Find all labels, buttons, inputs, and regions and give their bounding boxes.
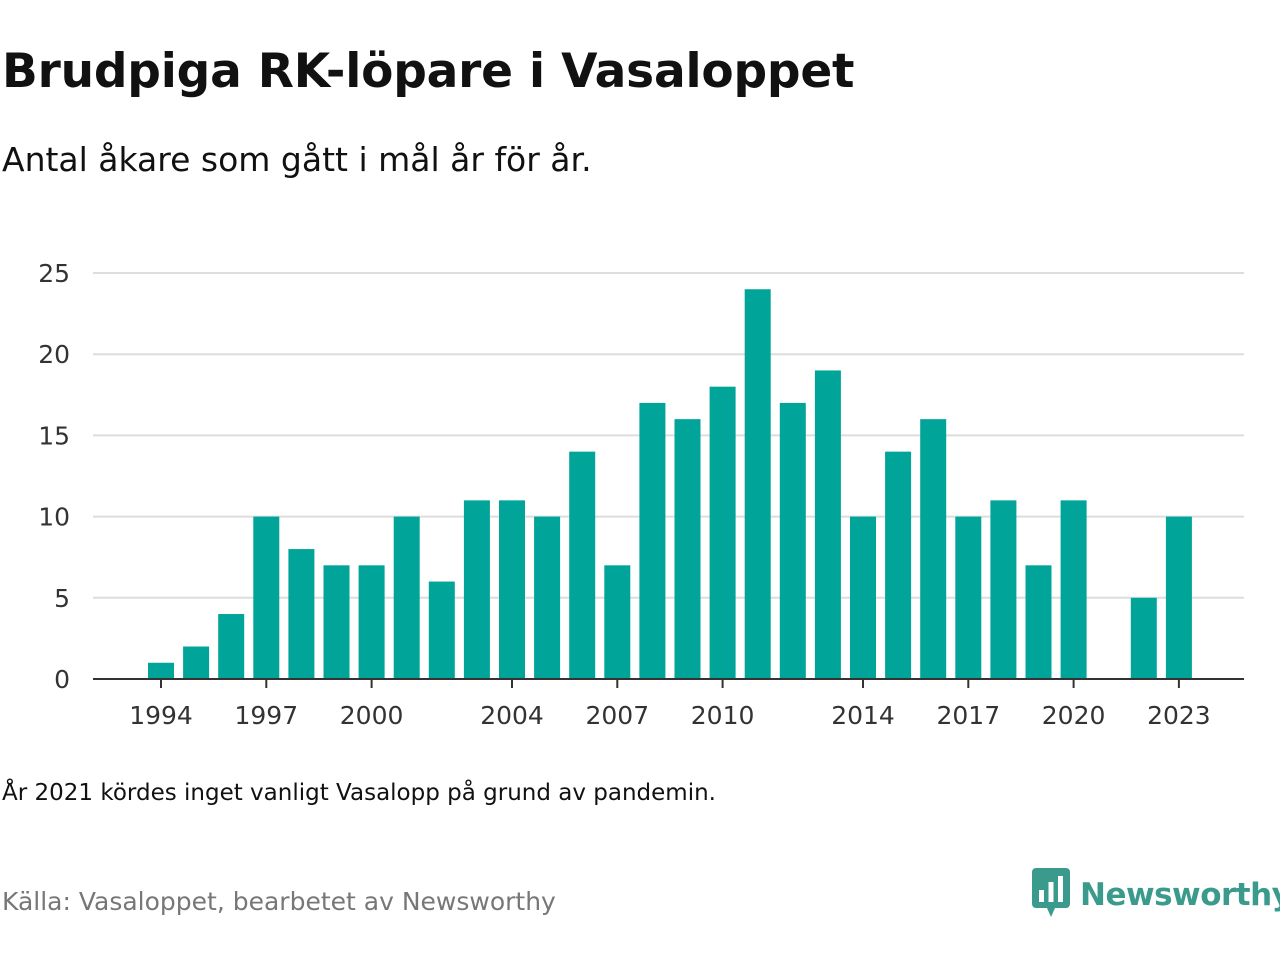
y-tick-label: 25	[38, 259, 70, 288]
bar	[358, 565, 385, 679]
x-tick-label: 1994	[129, 701, 193, 730]
bar	[920, 419, 947, 679]
x-tick-label: 2007	[585, 701, 649, 730]
bar	[463, 500, 490, 679]
bar	[1060, 500, 1087, 679]
bar	[814, 370, 841, 679]
x-tick-label: 1997	[234, 701, 298, 730]
x-tick-label: 2023	[1147, 701, 1211, 730]
bar	[1130, 597, 1157, 679]
bar	[499, 500, 525, 679]
footnote: År 2021 kördes inget vanligt Vasalopp på…	[2, 780, 716, 806]
x-tick-label: 2010	[691, 701, 755, 730]
y-tick-label: 10	[38, 503, 70, 532]
y-tick-label: 0	[54, 665, 70, 694]
bar	[1025, 565, 1052, 679]
bar	[183, 646, 210, 679]
bar	[323, 565, 350, 679]
x-tick-label: 2000	[340, 701, 404, 730]
brand-name: Newsworthy	[1080, 877, 1280, 913]
bar	[1165, 516, 1192, 679]
chart-subtitle: Antal åkare som gått i mål år för år.	[2, 140, 592, 179]
bar	[288, 549, 315, 679]
x-tick-label: 2017	[936, 701, 1000, 730]
bar	[955, 516, 982, 679]
bar	[428, 581, 455, 679]
y-tick-label: 20	[38, 340, 70, 369]
x-tick-label: 2014	[831, 701, 895, 730]
bar	[569, 451, 596, 679]
x-tick-label: 2004	[480, 701, 544, 730]
bar	[253, 516, 280, 679]
bar	[534, 516, 561, 679]
bar	[990, 500, 1017, 679]
newsworthy-logo-icon	[1032, 868, 1070, 922]
bar	[850, 516, 876, 679]
bar	[218, 614, 245, 679]
bar	[744, 289, 771, 679]
y-tick-label: 15	[38, 421, 70, 450]
y-tick-label: 5	[54, 584, 70, 613]
bar	[393, 516, 420, 679]
bar	[674, 419, 701, 679]
bar	[885, 451, 912, 679]
brand-logo: Newsworthy	[1032, 868, 1280, 922]
chart-title: Brudpiga RK-löpare i Vasaloppet	[2, 44, 855, 99]
source-text: Källa: Vasaloppet, bearbetet av Newswort…	[2, 887, 556, 916]
bar	[709, 386, 736, 679]
bar	[604, 565, 631, 679]
bar	[639, 402, 666, 679]
x-tick-label: 2020	[1042, 701, 1106, 730]
bar	[779, 402, 806, 679]
bar	[148, 662, 174, 679]
